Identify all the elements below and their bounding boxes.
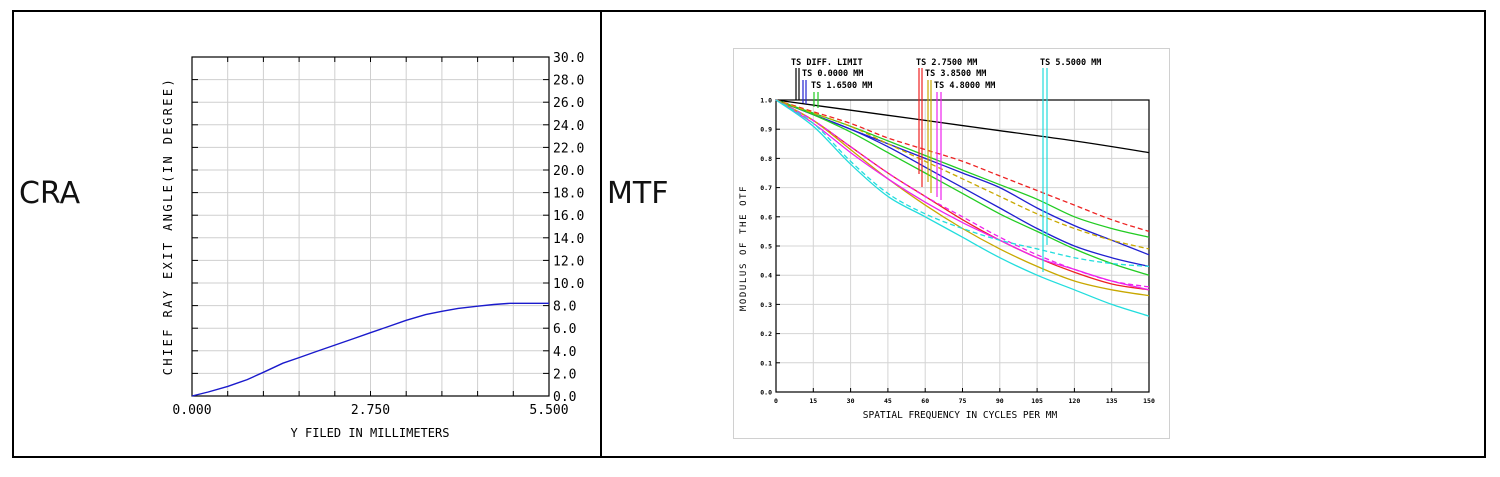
mtf-x-tick-label: 135 [1106,397,1118,405]
mtf-legend-label: TS 3.8500 MM [925,69,986,79]
mtf-x-tick-label: 0 [774,397,778,405]
cra-x-tick-label: 5.500 [529,403,568,418]
cra-y-tick-label: 18.0 [553,187,584,202]
mtf-y-tick-label: 0.5 [760,243,772,251]
cra-y-tick-label: 24.0 [553,119,584,134]
mtf-y-tick-label: 0.4 [760,272,772,280]
mtf-legend-label: TS 2.7500 MM [916,58,977,68]
cra-y-tick-label: 28.0 [553,74,584,89]
mtf-x-tick-label: 15 [809,397,817,405]
mtf-y-tick-label: 0.2 [760,330,772,338]
mtf-ticks: 0 15 30 45 60 75 90 105 120 135 150 0.0 0.1 0.2 0.3 0.4… [760,97,1155,406]
figure-frame [12,10,1486,458]
cra-grid [192,57,549,396]
cra-y-tick-label: 8.0 [553,300,576,315]
cra-chart: 0.0 2.0 4.0 6.0 8.0 10.0 12.0 14.0 16.0 18.0 20.0 2… [161,51,584,440]
mtf-y-tick-label: 0.6 [760,213,772,221]
mtf-series-line [775,99,1150,276]
cra-y-tick-label: 6.0 [553,322,576,337]
mtf-y-tick-label: 0.9 [760,126,772,134]
mtf-legend-label: TS 1.6500 MM [811,81,872,91]
mtf-y-tick-label: 0.0 [760,389,772,397]
panel-divider [600,10,602,458]
mtf-series-line [775,99,1150,250]
mtf-series-line [775,99,1150,268]
cra-y-axis-label: CHIEF RAY EXIT ANGLE(IN DEGREE) [161,77,175,375]
mtf-series-line [775,99,1150,154]
cra-x-tick-label: 2.750 [351,403,390,418]
cra-y-tick-label: 16.0 [553,209,584,224]
mtf-x-tick-label: 105 [1031,397,1043,405]
cra-y-tick-label: 2.0 [553,367,576,382]
cra-y-tick-label: 30.0 [553,51,584,66]
cra-y-tick-label: 10.0 [553,277,584,292]
cra-y-tick-label: 4.0 [553,345,576,360]
mtf-series-line [775,99,1150,317]
cra-series-line [191,302,549,397]
cra-y-tick-label: 12.0 [553,254,584,269]
mtf-y-tick-label: 0.8 [760,155,772,163]
mtf-series-line [775,99,1150,268]
mtf-y-tick-label: 0.7 [760,184,772,192]
mtf-y-axis-label: MODULUS OF THE OTF [739,185,749,311]
mtf-x-tick-label: 150 [1143,397,1155,405]
mtf-x-tick-label: 120 [1069,397,1081,405]
mtf-legend-label: TS 4.8000 MM [934,81,995,91]
mtf-x-tick-label: 75 [959,397,967,405]
mtf-panel-label: MTF [607,176,669,211]
mtf-x-tick-label: 30 [847,397,855,405]
mtf-chart: 0 15 30 45 60 75 90 105 120 135 150 0.0 0.1 0.2 0.3 0.4… [739,58,1155,421]
cra-y-tick-label: 0.0 [553,390,576,405]
mtf-series-line [775,99,1150,297]
cra-y-tick-label: 14.0 [553,232,584,247]
cra-x-axis-label: Y FILED IN MILLIMETERS [291,426,450,440]
mtf-x-tick-label: 45 [884,397,892,405]
mtf-y-tick-label: 1.0 [760,97,772,105]
mtf-legend-label: TS DIFF. LIMIT [791,58,863,68]
mtf-y-tick-label: 0.1 [760,359,772,367]
mtf-x-tick-label: 60 [921,397,929,405]
cra-ticks: 0.0 2.0 4.0 6.0 8.0 10.0 12.0 14.0 16.0 18.0 20.0 2… [172,51,584,418]
cra-y-tick-label: 22.0 [553,141,584,156]
mtf-series-line [775,99,1150,233]
mtf-legend-label: TS 0.0000 MM [802,69,863,79]
mtf-series [775,99,1150,317]
cra-series [191,302,549,397]
mtf-x-axis-label: SPATIAL FREQUENCY IN CYCLES PER MM [863,410,1058,421]
mtf-x-tick-label: 90 [996,397,1004,405]
mtf-y-tick-label: 0.3 [760,301,772,309]
mtf-legend-label: TS 5.5000 MM [1040,58,1101,68]
cra-y-tick-label: 26.0 [553,96,584,111]
cra-y-tick-label: 20.0 [553,164,584,179]
cra-panel-label: CRA [19,176,81,211]
mtf-chart-box [733,48,1170,439]
cra-x-tick-label: 0.000 [172,403,211,418]
mtf-series-line [775,99,1150,291]
